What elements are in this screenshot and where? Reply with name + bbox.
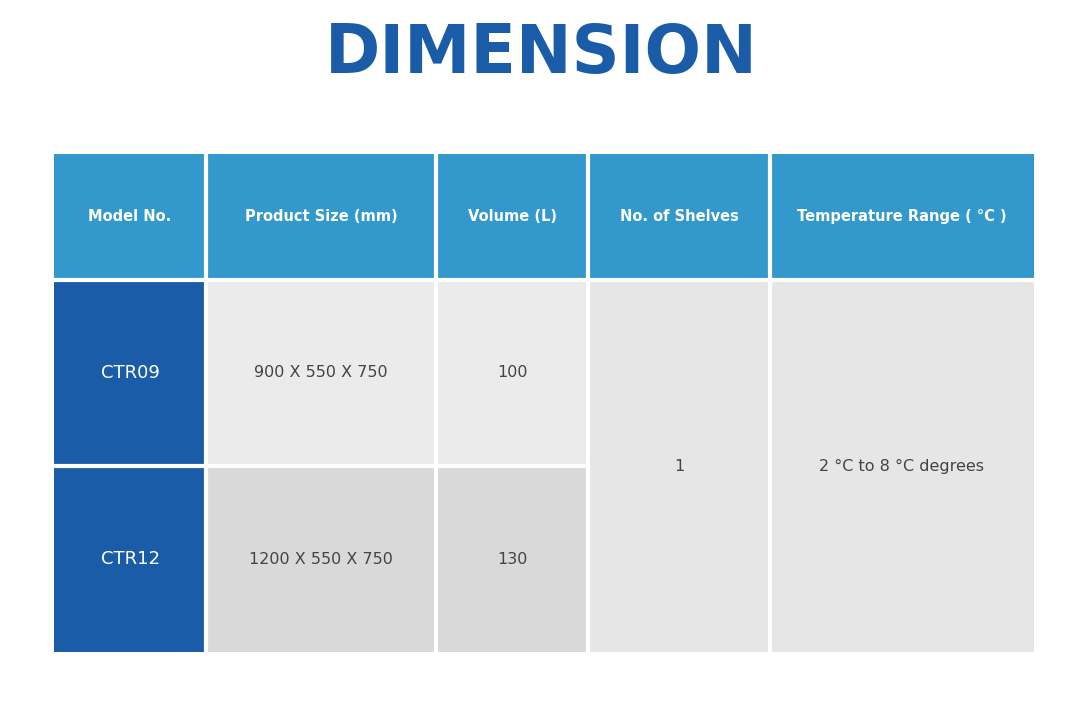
Bar [436,466,588,652]
Text: No. of Shelves: No. of Shelves [619,209,739,224]
Bar [770,280,1034,652]
Text: 900 X 550 X 750: 900 X 550 X 750 [255,366,388,380]
Bar [206,466,436,652]
Text: 130: 130 [497,552,527,566]
Bar [206,280,436,466]
Text: Volume (L): Volume (L) [468,209,557,224]
Bar [54,154,1034,280]
Text: CTR12: CTR12 [101,550,159,569]
Text: CTR09: CTR09 [101,364,159,382]
Text: 1: 1 [674,459,684,473]
Text: 1200 X 550 X 750: 1200 X 550 X 750 [249,552,393,566]
Text: 2 °C to 8 °C degrees: 2 °C to 8 °C degrees [820,459,984,473]
Text: Product Size (mm): Product Size (mm) [245,209,397,224]
Text: 100: 100 [497,366,527,380]
Bar [54,280,206,466]
Text: Model No.: Model No. [89,209,172,224]
Text: Temperature Range ( °C ): Temperature Range ( °C ) [797,209,1007,224]
Bar [588,280,770,652]
Bar [54,466,206,652]
Text: DIMENSION: DIMENSION [325,21,758,87]
Bar [436,280,588,466]
